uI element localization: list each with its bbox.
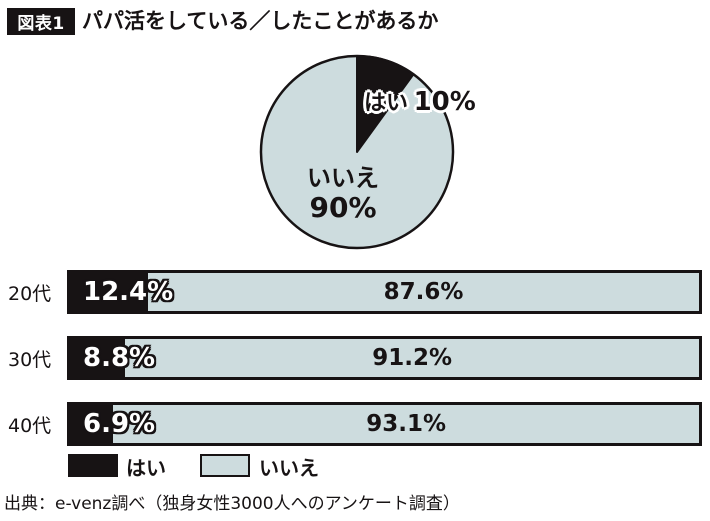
age-label-20s: 20代 [8, 282, 52, 305]
bar-segment-yes-30s: 8.8% [70, 339, 155, 377]
bar-20s: 12.4% 87.6% [67, 270, 702, 314]
bar-row-40s: 40代 6.9% 93.1% [0, 402, 710, 446]
bar-value-no-30s: 91.2% [372, 345, 453, 371]
bar-row-20s: 20代 12.4% 87.6% [0, 270, 710, 314]
bar-value-yes-30s: 8.8% [83, 343, 156, 373]
bar-segment-yes-20s: 12.4% [70, 273, 173, 311]
legend-label-yes: はい [126, 456, 166, 480]
age-label-30s: 30代 [8, 348, 52, 371]
bar-value-no-40s: 93.1% [366, 411, 447, 437]
pie-label-no-value: 90% [309, 190, 377, 224]
bar-value-yes-20s: 12.4% [83, 277, 174, 307]
bar-30s: 8.8% 91.2% [67, 336, 702, 380]
bar-value-yes-40s: 6.9% [83, 409, 156, 439]
age-label-40s: 40代 [8, 414, 52, 437]
figure-title: パパ活をしている／したことがあるか [82, 9, 439, 33]
bar-segment-yes-40s: 6.9% [70, 405, 155, 443]
pie-label-yes-value: 10% [413, 87, 476, 117]
pie-label-yes: はい 10% [364, 85, 476, 117]
pie-chart: はい 10% いいえ 90% [258, 53, 476, 251]
legend-swatch-yes [68, 454, 118, 477]
pie-label-no: いいえ 90% [297, 164, 389, 224]
bar-segment-no-40s: 93.1% [113, 405, 699, 443]
source-note: 出典：e-venz調べ（独身女性3000人へのアンケート調査） [4, 494, 460, 514]
legend-swatch-no [200, 454, 250, 477]
pie-label-no-text: いいえ [307, 164, 379, 192]
bar-segment-no-20s: 87.6% [148, 273, 699, 311]
legend-label-no: いいえ [259, 456, 319, 480]
pie-slice-yes [356, 54, 415, 153]
pie-label-yes-text: はい [364, 91, 409, 116]
bar-40s: 6.9% 93.1% [67, 402, 702, 446]
bar-row-30s: 30代 8.8% 91.2% [0, 336, 710, 380]
bar-value-no-20s: 87.6% [383, 279, 464, 305]
figure-number-badge: 図表1 [7, 8, 75, 35]
pie-svg [259, 54, 455, 250]
bar-segment-no-30s: 91.2% [125, 339, 699, 377]
